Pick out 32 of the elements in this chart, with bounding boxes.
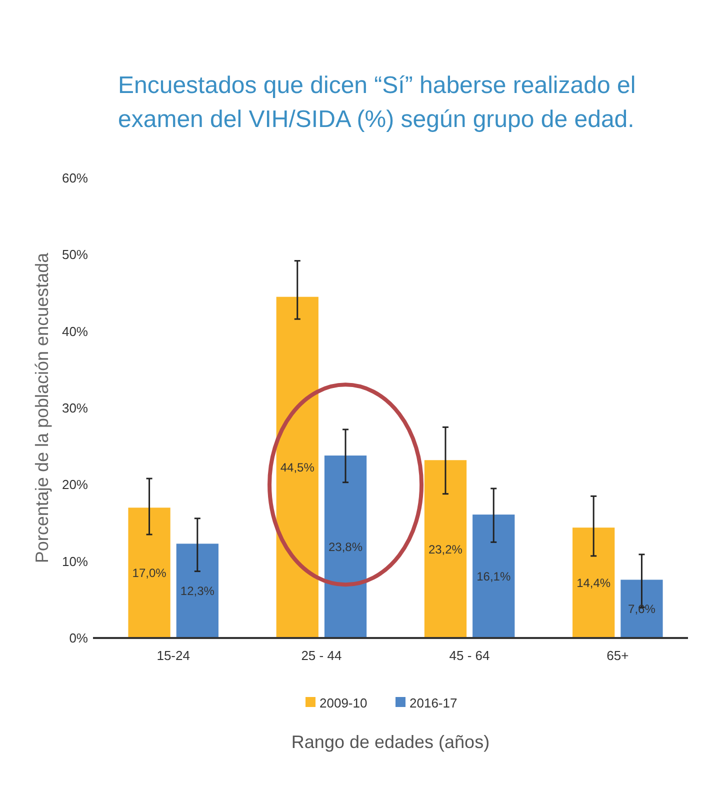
bar	[620, 580, 663, 638]
data-label: 7,6%	[628, 602, 656, 616]
data-label: 14,4%	[576, 576, 611, 590]
x-tick-label: 25 - 44	[301, 648, 342, 663]
x-tick-label: 45 - 64	[449, 648, 490, 663]
bar	[128, 508, 170, 638]
y-tick-label: 10%	[62, 554, 88, 569]
bar	[324, 456, 367, 638]
data-label: 44,5%	[280, 460, 315, 475]
data-label: 23,8%	[328, 540, 363, 554]
y-tick-label: 50%	[62, 247, 88, 262]
bar	[472, 514, 515, 638]
x-tick-label: 65+	[606, 648, 629, 663]
y-tick-label: 40%	[62, 324, 88, 339]
data-label: 16,1%	[476, 569, 511, 584]
bar	[572, 528, 615, 638]
bar	[276, 296, 318, 638]
y-tick-label: 30%	[62, 400, 88, 416]
bar	[176, 544, 218, 638]
y-tick-label: 60%	[62, 170, 88, 186]
chart-title: Encuestados que dicen “Sí” haberse realizado el examen del VIH/SIDA (%) según grupo de edad.	[118, 72, 636, 133]
legend-label: 2009-10	[320, 696, 368, 711]
data-label: 12,3%	[180, 584, 215, 598]
x-axis-title: Rango de edades (años)	[291, 732, 490, 752]
data-label: 17,0%	[132, 566, 167, 580]
legend-label: 2016-17	[410, 696, 458, 711]
data-label: 23,2%	[428, 542, 463, 556]
bar	[424, 460, 467, 638]
y-tick-label: 0%	[69, 630, 88, 646]
y-tick-label: 20%	[62, 477, 88, 492]
y-axis-title: Porcentaje de la población encuestada	[32, 252, 52, 564]
x-tick-label: 15-24	[156, 648, 190, 663]
